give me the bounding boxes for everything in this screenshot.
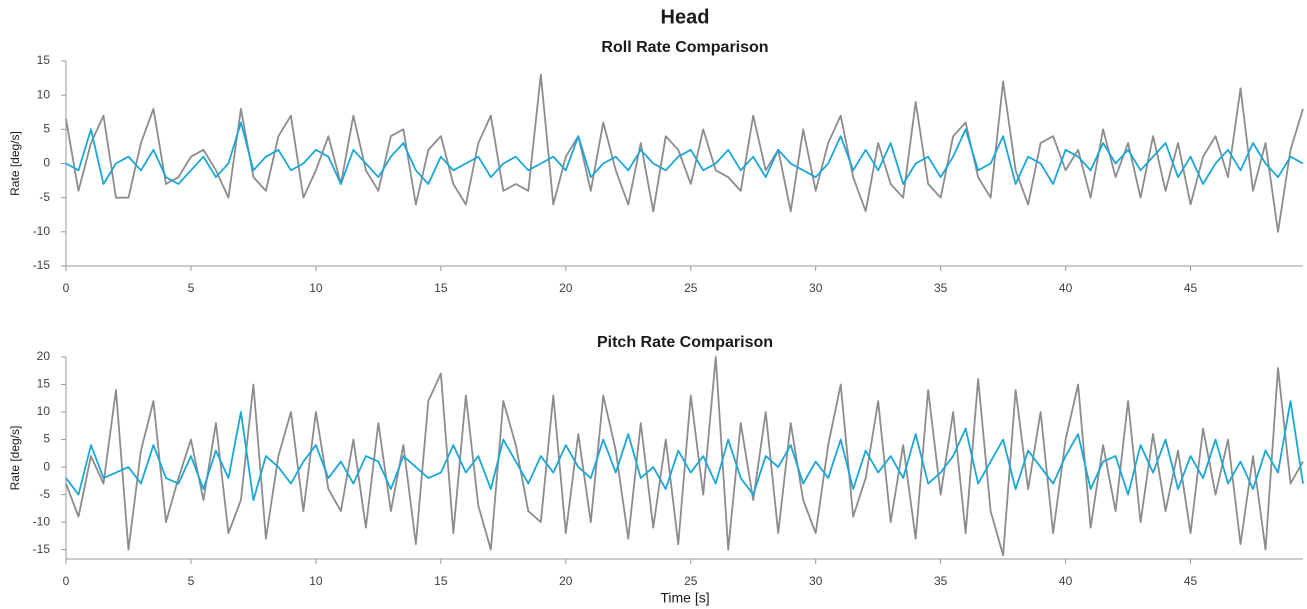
y-tick-label: 0 [43, 459, 50, 473]
x-tick-label: 30 [809, 574, 823, 588]
data-line [65, 121, 1304, 185]
chart-title: Pitch Rate Comparison [597, 334, 773, 351]
y-axis-label: Rate [deg/s] [8, 426, 22, 491]
x-tick-label: 40 [1059, 281, 1073, 295]
x-tick-label: 20 [559, 574, 573, 588]
x-tick-label: 0 [63, 281, 70, 295]
y-tick-label: -15 [33, 542, 51, 556]
x-tick-label: 25 [684, 281, 698, 295]
y-tick-label: 15 [37, 377, 51, 391]
y-tick-label: 10 [37, 87, 51, 101]
x-tick-label: 25 [684, 574, 698, 588]
y-tick-label: 5 [43, 122, 50, 136]
y-tick-label: -10 [33, 224, 51, 238]
y-tick-label: -10 [33, 514, 51, 528]
x-tick-label: 20 [559, 281, 573, 295]
x-tick-label: 45 [1184, 281, 1198, 295]
y-tick-label: 5 [43, 432, 50, 446]
data-line [65, 400, 1304, 502]
y-tick-label: -5 [39, 487, 50, 501]
data-line [65, 73, 1304, 233]
figure-title: Head [661, 6, 710, 28]
x-axis-label: Time [s] [660, 590, 709, 606]
y-tick-label: 15 [37, 53, 51, 67]
y-axis-label: Rate [deg/s] [8, 131, 22, 196]
x-tick-label: 45 [1184, 574, 1198, 588]
x-tick-label: 5 [188, 281, 195, 295]
y-tick-label: -5 [39, 190, 50, 204]
x-tick-label: 15 [434, 281, 448, 295]
x-tick-label: 40 [1059, 574, 1073, 588]
data-line [65, 356, 1304, 557]
chart-title: Roll Rate Comparison [601, 39, 768, 56]
y-tick-label: 20 [37, 349, 51, 363]
x-tick-label: 10 [309, 574, 323, 588]
x-tick-label: 15 [434, 574, 448, 588]
y-tick-label: 0 [43, 156, 50, 170]
x-tick-label: 35 [934, 281, 948, 295]
y-tick-label: 10 [37, 404, 51, 418]
x-tick-label: 30 [809, 281, 823, 295]
x-tick-label: 5 [188, 574, 195, 588]
x-tick-label: 35 [934, 574, 948, 588]
y-tick-label: -15 [33, 258, 51, 272]
x-tick-label: 10 [309, 281, 323, 295]
x-tick-label: 0 [63, 574, 70, 588]
